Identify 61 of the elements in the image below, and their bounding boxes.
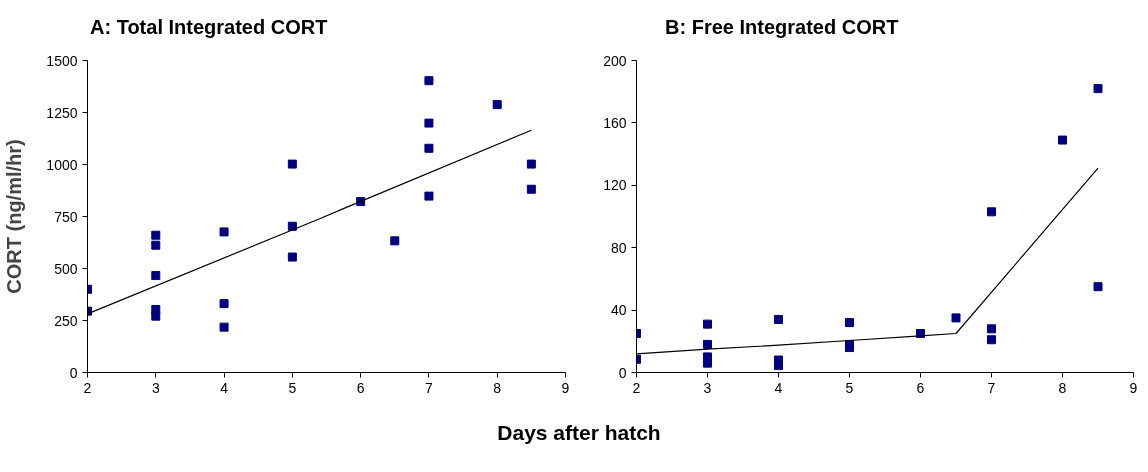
y-tick-label: 500: [54, 260, 78, 277]
point: [424, 76, 434, 86]
x-tick-label: 6: [916, 379, 925, 396]
point: [1093, 84, 1103, 94]
y-tick-label: 0: [69, 364, 78, 381]
point: [390, 236, 400, 246]
x-tick-label: 3: [703, 379, 712, 396]
x-tick-label: 2: [83, 379, 92, 396]
y-tick-label: 0: [618, 364, 627, 381]
point: [987, 207, 996, 217]
point: [219, 322, 229, 332]
x-tick-label: 8: [493, 379, 502, 396]
point: [151, 311, 161, 321]
x-tick-label: 9: [1129, 379, 1138, 396]
x-tick-label: 2: [632, 379, 641, 396]
point: [951, 313, 961, 323]
point: [287, 252, 297, 262]
point: [287, 159, 297, 169]
x-axis-title: Days after hatch: [496, 420, 662, 446]
point: [526, 159, 536, 169]
point: [492, 100, 502, 110]
point: [1093, 282, 1103, 292]
point: [526, 184, 536, 194]
point: [774, 314, 783, 324]
x-tick-label: 9: [561, 379, 570, 396]
point: [424, 118, 434, 128]
point: [151, 240, 161, 250]
y-tick-label: 40: [610, 302, 627, 319]
chart-title: B: Free Integrated CORT: [665, 15, 899, 40]
point: [424, 191, 434, 201]
x-tick-label: 7: [425, 379, 434, 396]
point: [151, 271, 161, 281]
y-tick-label: 750: [54, 208, 78, 225]
y-tick-label: 200: [603, 52, 627, 69]
x-tick-label: 5: [845, 379, 854, 396]
point: [1058, 135, 1067, 145]
y-axis-title: CORT (ng/ml/hr): [3, 139, 26, 294]
point: [987, 324, 996, 334]
x-tick-label: 6: [356, 379, 365, 396]
y-tick-label: 120: [603, 177, 627, 194]
y-tick-label: 160: [603, 114, 627, 131]
y-tick-label: 1250: [46, 104, 78, 121]
x-tick-label: 8: [1058, 379, 1067, 396]
chart-title: A: Total Integrated CORT: [90, 15, 328, 40]
point: [987, 335, 996, 345]
y-tick-label: 80: [610, 239, 627, 256]
point: [151, 230, 161, 240]
point: [219, 227, 229, 237]
x-tick-label: 4: [774, 379, 783, 396]
x-tick-label: 3: [151, 379, 160, 396]
point: [703, 339, 712, 349]
y-tick-label: 1500: [46, 52, 78, 69]
point: [703, 319, 712, 329]
point: [845, 318, 854, 328]
y-tick-label: 1000: [46, 156, 78, 173]
point: [219, 299, 229, 309]
x-tick-label: 4: [220, 379, 229, 396]
x-tick-label: 7: [987, 379, 996, 396]
point: [424, 143, 434, 153]
x-tick-label: 5: [288, 379, 297, 396]
y-tick-label: 250: [54, 312, 78, 329]
